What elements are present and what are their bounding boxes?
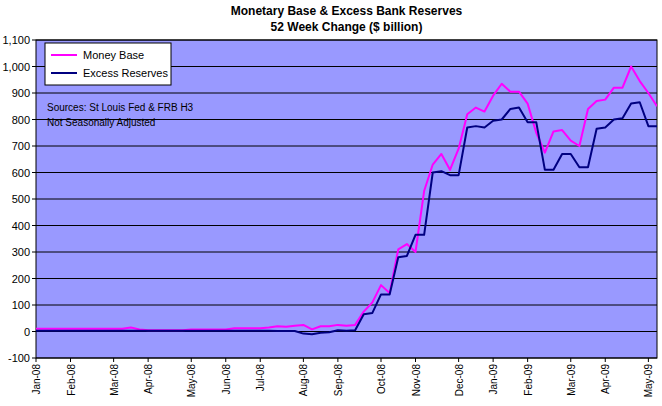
x-tick-label: Nov-08: [411, 364, 422, 397]
plot-area: [36, 40, 657, 358]
series-group: [36, 67, 657, 335]
grid-line: [36, 252, 657, 253]
y-tick-label: 1,100: [2, 34, 30, 46]
y-tick-label: 300: [12, 246, 30, 258]
x-tick-label: Sep-08: [333, 364, 344, 397]
x-tick-label: Jan-08: [31, 364, 42, 395]
x-tick-label: Feb-08: [66, 364, 77, 396]
series-line: [36, 67, 657, 331]
y-tick-label: 600: [12, 167, 30, 179]
x-tick: [225, 358, 226, 362]
y-tick: [32, 331, 36, 332]
x-tick-label: Jan-09: [488, 364, 499, 395]
x-tick: [415, 358, 416, 362]
y-tick-label: 0: [24, 326, 30, 338]
x-tick: [337, 358, 338, 362]
y-tick: [32, 40, 36, 41]
x-tick-label: Apr-08: [143, 364, 154, 394]
y-tick: [32, 66, 36, 67]
y-tick: [32, 93, 36, 94]
chart: Monetary Base & Excess Bank Reserves 52 W…: [0, 0, 662, 406]
y-tick-label: -100: [8, 352, 30, 364]
grid-line: [36, 225, 657, 226]
x-tick-label: Aug-08: [298, 364, 309, 397]
x-tick-label: Oct-08: [376, 364, 387, 394]
y-tick: [32, 146, 36, 147]
y-tick-label: 700: [12, 140, 30, 152]
legend-label: Money Base: [83, 49, 144, 61]
x-tick: [493, 358, 494, 362]
x-tick: [458, 358, 459, 362]
x-tick: [148, 358, 149, 362]
grid-line: [36, 172, 657, 173]
y-tick: [32, 278, 36, 279]
y-tick-label: 200: [12, 273, 30, 285]
x-tick-label: Mar-08: [109, 364, 120, 396]
grid-line: [36, 146, 657, 147]
x-tick: [381, 358, 382, 362]
legend: Money Base Excess Reserves: [45, 43, 171, 85]
legend-box: [45, 43, 171, 85]
x-tick: [191, 358, 192, 362]
x-tick-label: Jul-08: [255, 364, 266, 392]
x-tick: [303, 358, 304, 362]
legend-label: Excess Reserves: [83, 67, 168, 79]
y-tick: [32, 119, 36, 120]
x-tick-label: Feb-09: [523, 364, 534, 396]
x-tick-label: Mar-09: [566, 364, 577, 396]
x-tick-label: May-09: [643, 364, 654, 398]
plot-frame: [36, 40, 657, 358]
x-tick: [260, 358, 261, 362]
x-tick: [113, 358, 114, 362]
legend-swatch: [51, 54, 77, 56]
title: Monetary Base & Excess Bank Reserves: [231, 4, 463, 18]
annotation: Not Seasonally Adjusted: [47, 117, 155, 128]
series-line: [36, 102, 657, 334]
x-tick: [36, 358, 37, 362]
y-tick: [32, 305, 36, 306]
legend-swatch: [51, 72, 77, 74]
x-tick: [70, 358, 71, 362]
x-tick-label: Jun-08: [221, 364, 232, 395]
y-tick-label: 800: [12, 114, 30, 126]
grid-line: [36, 278, 657, 279]
x-tick-label: May-08: [186, 364, 197, 398]
y-tick-label: 500: [12, 193, 30, 205]
x-tick: [605, 358, 606, 362]
annotation: Sources: St Louis Fed & FRB H3: [47, 102, 194, 113]
x-tick: [527, 358, 528, 362]
grid-line: [36, 305, 657, 306]
grid-line: [36, 93, 657, 94]
x-tick: [648, 358, 649, 362]
y-tick: [32, 252, 36, 253]
x-tick: [570, 358, 571, 362]
y-tick-label: 400: [12, 220, 30, 232]
y-tick-label: 100: [12, 299, 30, 311]
x-tick-label: Dec-08: [454, 364, 465, 397]
y-tick: [32, 358, 36, 359]
grid-line: [36, 199, 657, 200]
y-tick: [32, 225, 36, 226]
y-tick: [32, 199, 36, 200]
x-tick-label: Apr-09: [600, 364, 611, 394]
y-tick-label: 900: [12, 87, 30, 99]
y-tick-label: 1,000: [2, 61, 30, 73]
subtitle: 52 Week Change ($ billion): [271, 20, 423, 34]
y-tick: [32, 172, 36, 173]
